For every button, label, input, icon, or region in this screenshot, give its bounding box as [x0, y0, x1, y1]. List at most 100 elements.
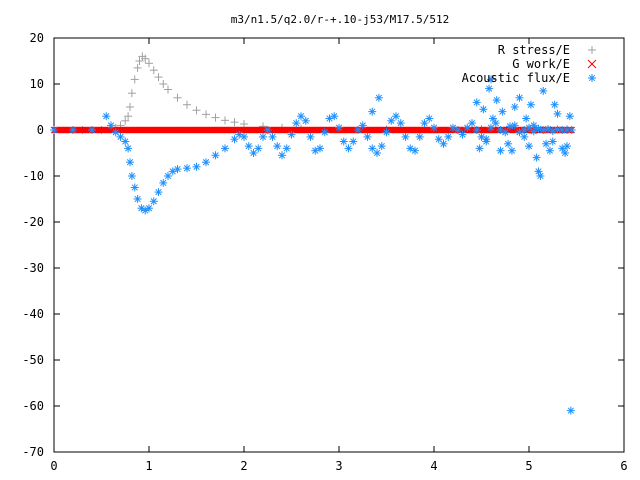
data-point — [145, 59, 153, 68]
data-point — [504, 139, 513, 148]
data-point — [130, 183, 139, 192]
data-point — [374, 93, 383, 102]
data-point — [159, 178, 168, 187]
data-point — [133, 195, 142, 203]
data-point — [107, 121, 115, 130]
data-point — [434, 135, 443, 144]
axis-tick-labels: 0 1 2 3 4 5 6 20 10 0 -10 -20 -30 -40 -50 -60 -70 — [22, 31, 627, 473]
data-point — [444, 132, 453, 141]
data-point — [126, 103, 134, 111]
data-point — [472, 98, 481, 107]
y-tick-label: 0 — [37, 123, 44, 137]
data-point — [164, 85, 172, 94]
data-point — [515, 93, 524, 102]
data-point — [387, 116, 396, 125]
x-tick-label: 0 — [50, 459, 57, 473]
data-point — [192, 106, 201, 115]
data-point — [273, 142, 282, 151]
data-point — [515, 128, 524, 137]
data-point — [339, 137, 348, 146]
data-point — [492, 96, 501, 105]
data-point — [278, 151, 286, 160]
data-point — [259, 132, 267, 141]
data-point — [124, 112, 133, 121]
data-point — [301, 116, 310, 125]
legend-marker — [588, 74, 596, 82]
data-point — [202, 110, 210, 119]
data-point — [287, 130, 296, 139]
y-tick-label: 10 — [30, 77, 44, 91]
data-point — [553, 109, 562, 118]
data-point — [124, 144, 133, 153]
data-point — [192, 162, 201, 171]
data-point — [121, 137, 130, 146]
data-point — [501, 128, 510, 137]
legend-label: Acoustic flux/E — [462, 71, 570, 85]
data-point — [510, 103, 519, 111]
data-point — [566, 406, 575, 415]
data-point — [563, 142, 571, 151]
data-point — [149, 66, 158, 75]
axis-ticks — [53, 37, 625, 453]
data-point — [316, 144, 324, 153]
legend-marker — [588, 46, 596, 54]
plot-frame — [53, 37, 625, 453]
data-point — [539, 126, 548, 134]
data-point — [565, 112, 574, 121]
legend-label: R stress/E — [498, 43, 570, 57]
data-point — [532, 153, 541, 162]
data-point — [320, 128, 329, 137]
y-tick-label: -10 — [22, 169, 44, 183]
data-point — [498, 107, 507, 116]
data-point — [542, 139, 551, 148]
data-point — [539, 86, 548, 95]
data-point — [69, 126, 77, 134]
data-point — [491, 119, 500, 128]
legend-label: G work/E — [512, 57, 570, 71]
data-point — [396, 119, 405, 128]
data-point — [377, 142, 386, 151]
data-point — [392, 112, 400, 121]
data-point — [244, 142, 253, 151]
data-point — [173, 93, 182, 102]
data-point — [240, 132, 248, 141]
data-point — [507, 146, 516, 155]
y-tick-label: -50 — [22, 353, 44, 367]
x-tick-label: 3 — [335, 459, 342, 473]
data-point — [145, 204, 153, 213]
data-point — [344, 144, 353, 153]
data-point — [548, 137, 557, 146]
x-tick-label: 1 — [145, 459, 152, 473]
data-point — [415, 132, 424, 141]
data-point — [488, 114, 497, 123]
data-point — [439, 139, 448, 148]
data-point — [349, 137, 358, 146]
data-point — [487, 75, 495, 84]
data-point — [183, 164, 191, 173]
data-point — [330, 112, 339, 121]
data-point — [141, 54, 150, 63]
data-point — [50, 126, 58, 134]
data-point — [472, 126, 481, 134]
data-point — [126, 158, 134, 167]
data-point — [335, 123, 343, 132]
chart-title: m3/n1.5/q2.0/r-+.10-j53/M17.5/512 — [231, 13, 450, 26]
x-tick-label: 6 — [620, 459, 627, 473]
data-point — [135, 57, 144, 65]
data-point — [164, 172, 172, 180]
data-point — [221, 116, 229, 125]
data-point — [130, 75, 139, 84]
data-point — [154, 73, 163, 82]
data-point — [173, 165, 182, 174]
data-point — [506, 122, 514, 131]
data-point — [292, 119, 301, 128]
data-point — [116, 132, 125, 141]
x-tick-label: 5 — [525, 459, 532, 473]
data-point — [88, 126, 96, 134]
data-point — [325, 114, 334, 123]
data-point — [368, 107, 377, 116]
series-layer — [50, 52, 576, 415]
data-point — [363, 132, 372, 141]
x-tick-label: 4 — [430, 459, 437, 473]
